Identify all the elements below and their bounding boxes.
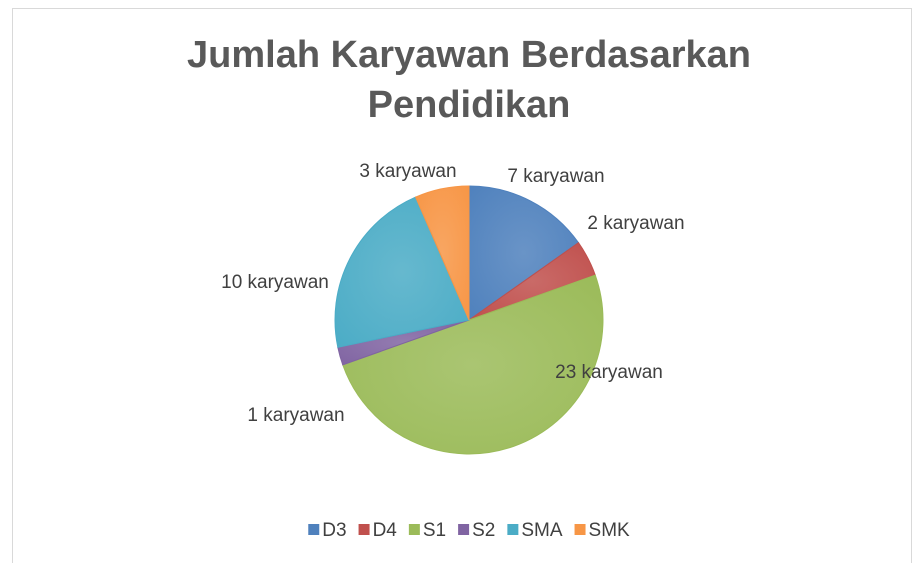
data-label: 10 karyawan	[221, 272, 329, 293]
legend-swatch	[308, 524, 320, 535]
chart-title: Jumlah Karyawan Berdasarkan Pendidikan	[187, 34, 751, 126]
pie-slice	[342, 274, 604, 455]
chart-border	[12, 8, 912, 563]
data-label: 23 karyawan	[555, 362, 663, 383]
data-label: 2 karyawan	[587, 213, 684, 234]
legend-label: D3	[322, 520, 346, 541]
pie-slice	[414, 185, 470, 321]
legend-swatch	[458, 524, 470, 535]
legend-label: SMK	[589, 520, 631, 541]
legend-label: SMA	[521, 520, 563, 541]
pie-slice	[334, 196, 470, 348]
pie-slice	[468, 185, 580, 321]
data-label: 3 karyawan	[359, 161, 456, 182]
legend-swatch	[507, 524, 519, 535]
legend-swatch	[358, 524, 370, 535]
legend-swatch	[574, 524, 586, 535]
legend-label: D4	[373, 520, 398, 541]
legend-label: S2	[472, 520, 495, 541]
legend-label: S1	[423, 520, 446, 541]
legend-swatch	[408, 524, 420, 535]
data-label: 1 karyawan	[247, 405, 344, 426]
data-label: 7 karyawan	[507, 166, 604, 187]
